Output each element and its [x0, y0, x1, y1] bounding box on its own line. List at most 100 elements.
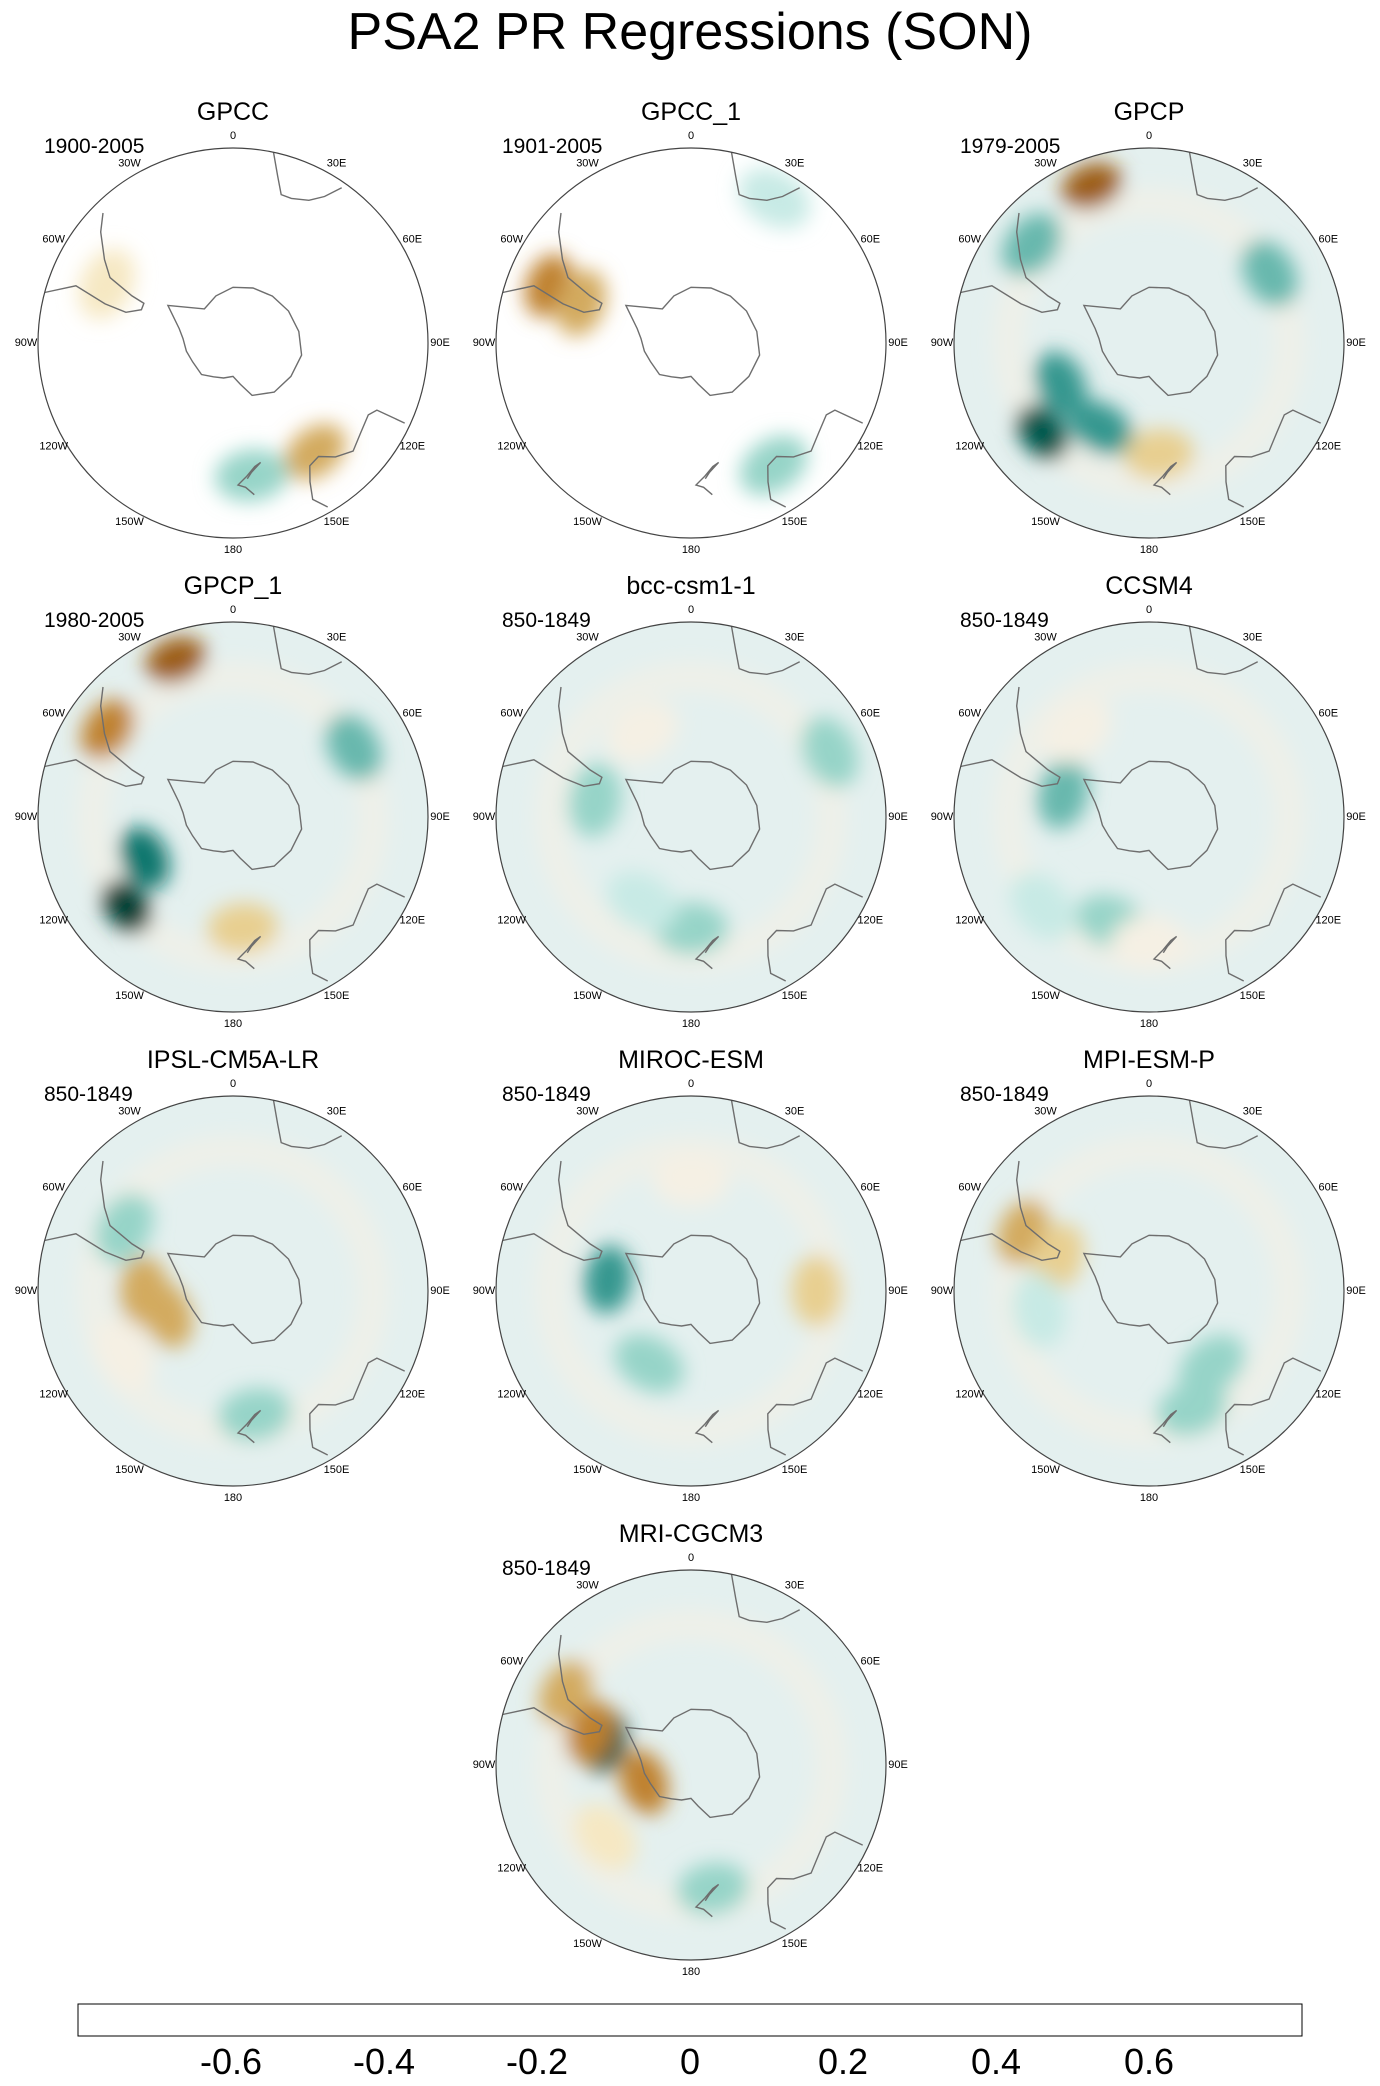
panel-title: CCSM4 [1105, 572, 1193, 600]
longitude-label: 60E [861, 1655, 881, 1667]
coastline-new-zealand [1152, 935, 1178, 970]
longitude-label: 180 [1140, 1018, 1158, 1030]
field-anomaly [566, 1700, 615, 1765]
longitude-label: 90E [888, 337, 908, 349]
field-anomaly [95, 1193, 154, 1263]
field-anomaly [1037, 759, 1089, 829]
longitude-label: 60E [1319, 1181, 1339, 1193]
coastline-africa [730, 1100, 801, 1150]
field-anomaly [145, 636, 206, 683]
longitude-label: 90E [430, 337, 450, 349]
longitude-label: 150W [573, 1464, 602, 1476]
longitude-label: 120W [39, 1388, 68, 1400]
longitude-label: 60W [42, 1181, 65, 1193]
longitude-label: 150E [324, 1464, 350, 1476]
longitude-label: 150W [1031, 1464, 1060, 1476]
longitude-label: 90E [1346, 811, 1366, 823]
coastline-antarctica [624, 1234, 761, 1345]
panel-period: 850-1849 [502, 1557, 591, 1580]
field-anomaly [607, 871, 678, 932]
coastline-africa [1188, 626, 1259, 676]
longitude-label: 120E [857, 440, 883, 452]
coastline-antarctica [166, 1234, 303, 1345]
colorbar-tick-label: -0.6 [200, 2041, 262, 2082]
longitude-label: 0 [688, 130, 694, 142]
field-anomaly [1061, 162, 1122, 209]
colorbar-tick-label: 0.6 [1124, 2041, 1174, 2082]
panel-title: GPCC_1 [641, 98, 741, 126]
map-panel: 0 30E 60E 90E 120E 150E 180 150W 120W 90W 60W 30W GP… [15, 572, 450, 1030]
coastline-africa [730, 152, 801, 202]
field-anomaly [94, 1317, 155, 1390]
field-anomaly [1010, 872, 1074, 941]
longitude-label: 0 [230, 130, 236, 142]
field-anomaly [1012, 1272, 1067, 1348]
field-ring [77, 661, 389, 973]
longitude-label: 30E [327, 1106, 347, 1118]
map-panel: 0 30E 60E 90E 120E 150E 180 150W 120W 90W 60W 30W IP… [15, 1046, 450, 1504]
longitude-label: 0 [1146, 130, 1152, 142]
panel-period: 850-1849 [502, 1083, 591, 1106]
coastline-africa [272, 626, 343, 676]
longitude-label: 180 [682, 1492, 700, 1504]
longitude-label: 90E [430, 1285, 450, 1297]
longitude-label: 90W [473, 1759, 496, 1771]
field-anomaly [1123, 429, 1195, 479]
longitude-label: 30E [785, 158, 805, 170]
coastline-australia [767, 1831, 863, 1930]
panel-title: GPCC [197, 98, 269, 126]
coastline-new-zealand [694, 1409, 720, 1444]
longitude-label: 90W [473, 337, 496, 349]
coastline-new-zealand [1152, 461, 1178, 496]
field-anomaly [214, 449, 289, 502]
coastline-antarctica [166, 760, 303, 871]
longitude-label: 0 [230, 604, 236, 616]
longitude-label: 120W [497, 1388, 526, 1400]
coastline-africa [272, 1100, 343, 1150]
longitude-label: 90W [473, 1285, 496, 1297]
longitude-label: 30E [1243, 632, 1263, 644]
coastline-australia [767, 409, 863, 508]
longitude-label: 180 [224, 1492, 242, 1504]
longitude-label: 60W [500, 233, 523, 245]
longitude-label: 60W [958, 1181, 981, 1193]
longitude-label: 90E [430, 811, 450, 823]
field-anomaly [1178, 1334, 1245, 1397]
longitude-label: 60W [500, 1181, 523, 1193]
longitude-label: 0 [230, 1078, 236, 1090]
field-anomaly [207, 903, 279, 953]
longitude-label: 150E [782, 990, 808, 1002]
field-anomaly [1043, 699, 1112, 764]
longitude-label: 60E [403, 707, 423, 719]
coastline-antarctica [1082, 760, 1219, 871]
longitude-label: 90W [15, 811, 38, 823]
panel-period: 1979-2005 [960, 135, 1060, 158]
longitude-label: 60E [861, 707, 881, 719]
longitude-label: 120W [497, 440, 526, 452]
longitude-label: 30W [118, 158, 141, 170]
longitude-label: 30W [576, 1580, 599, 1592]
longitude-label: 150W [1031, 516, 1060, 528]
longitude-label: 60E [403, 233, 423, 245]
longitude-label: 90W [15, 337, 38, 349]
longitude-label: 120W [39, 440, 68, 452]
longitude-label: 30E [327, 632, 347, 644]
longitude-label: 90W [931, 811, 954, 823]
coastline-new-zealand [236, 935, 262, 970]
coastline-south-america [960, 1160, 1061, 1262]
coastline-new-zealand [694, 461, 720, 496]
panel-title: GPCP [1114, 98, 1185, 126]
field-anomaly [568, 763, 622, 837]
map-panel: 0 30E 60E 90E 120E 150E 180 150W 120W 90W 60W 30W MP… [931, 1046, 1366, 1504]
field-anomaly [1034, 351, 1087, 417]
coastline-south-america [44, 212, 145, 314]
map-panel: 0 30E 60E 90E 120E 150E 180 150W 120W 90W 60W 30W bc… [473, 572, 908, 1030]
colorbar-frame [77, 2003, 1303, 2037]
longitude-label: 150W [573, 990, 602, 1002]
panel-period: 1980-2005 [44, 609, 144, 632]
coastline-new-zealand [236, 461, 262, 496]
coastline-australia [309, 1357, 405, 1456]
longitude-label: 180 [1140, 1492, 1158, 1504]
map-border [953, 1095, 1345, 1487]
map-border [37, 621, 429, 1013]
